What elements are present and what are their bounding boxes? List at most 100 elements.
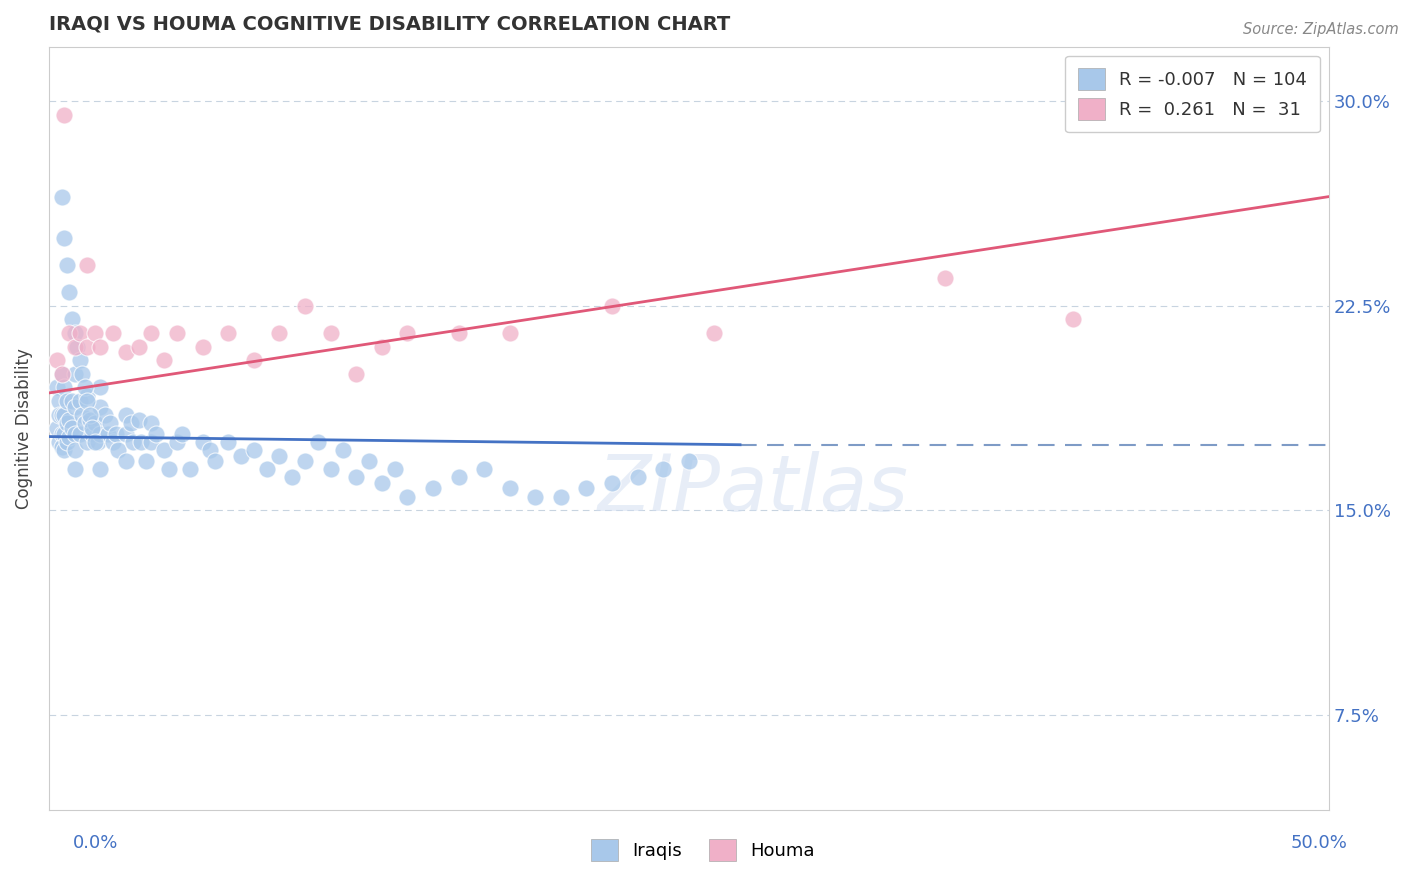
Point <box>357 454 380 468</box>
Point <box>53 230 76 244</box>
Point <box>51 408 73 422</box>
Point <box>332 443 354 458</box>
Point <box>63 367 86 381</box>
Point <box>157 462 180 476</box>
Point <box>56 435 79 450</box>
Point <box>550 490 572 504</box>
Point <box>153 443 176 458</box>
Point <box>82 426 104 441</box>
Point <box>294 299 316 313</box>
Point <box>89 340 111 354</box>
Point <box>575 481 598 495</box>
Point <box>129 435 152 450</box>
Point <box>79 413 101 427</box>
Point <box>128 340 150 354</box>
Point <box>107 443 129 458</box>
Point <box>217 326 239 340</box>
Point <box>66 340 89 354</box>
Point <box>70 367 93 381</box>
Point <box>97 426 120 441</box>
Point <box>422 481 444 495</box>
Point <box>600 475 623 490</box>
Point <box>101 326 124 340</box>
Point <box>51 367 73 381</box>
Point <box>53 426 76 441</box>
Point <box>370 340 392 354</box>
Point <box>101 435 124 450</box>
Legend: Iraqis, Houma: Iraqis, Houma <box>582 830 824 870</box>
Point <box>934 271 956 285</box>
Point <box>319 326 342 340</box>
Point <box>63 326 86 340</box>
Point <box>472 462 495 476</box>
Text: 0.0%: 0.0% <box>73 834 118 852</box>
Point <box>100 416 122 430</box>
Y-axis label: Cognitive Disability: Cognitive Disability <box>15 348 32 508</box>
Point <box>76 435 98 450</box>
Point <box>114 408 136 422</box>
Point <box>204 454 226 468</box>
Point <box>120 416 142 430</box>
Point <box>58 413 80 427</box>
Point <box>86 435 108 450</box>
Point <box>53 443 76 458</box>
Point <box>242 443 264 458</box>
Point <box>48 394 70 409</box>
Point <box>82 421 104 435</box>
Point <box>60 394 83 409</box>
Point <box>104 426 127 441</box>
Point <box>60 312 83 326</box>
Point <box>76 258 98 272</box>
Point <box>678 454 700 468</box>
Point <box>76 389 98 403</box>
Point <box>53 408 76 422</box>
Point <box>51 367 73 381</box>
Point <box>191 435 214 450</box>
Point <box>200 443 222 458</box>
Point <box>166 326 188 340</box>
Point <box>53 380 76 394</box>
Point <box>89 462 111 476</box>
Point <box>153 353 176 368</box>
Point <box>58 326 80 340</box>
Point <box>89 400 111 414</box>
Point <box>447 326 470 340</box>
Point <box>73 380 96 394</box>
Point <box>45 421 67 435</box>
Point <box>63 426 86 441</box>
Point <box>191 340 214 354</box>
Point <box>89 380 111 394</box>
Point <box>166 435 188 450</box>
Legend: R = -0.007   N = 104, R =  0.261   N =  31: R = -0.007 N = 104, R = 0.261 N = 31 <box>1066 55 1320 132</box>
Point <box>499 481 522 495</box>
Point <box>344 367 367 381</box>
Point <box>56 394 79 409</box>
Point <box>94 408 117 422</box>
Point <box>114 345 136 359</box>
Point <box>58 429 80 443</box>
Point <box>242 353 264 368</box>
Point <box>370 475 392 490</box>
Point <box>45 380 67 394</box>
Point <box>51 441 73 455</box>
Point <box>114 426 136 441</box>
Point <box>170 426 193 441</box>
Text: 50.0%: 50.0% <box>1291 834 1347 852</box>
Point <box>69 426 91 441</box>
Point <box>53 108 76 122</box>
Point <box>396 490 419 504</box>
Point <box>703 326 725 340</box>
Point <box>141 326 163 340</box>
Point <box>89 426 111 441</box>
Point <box>256 462 278 476</box>
Point <box>600 299 623 313</box>
Point <box>652 462 675 476</box>
Point <box>524 490 547 504</box>
Point <box>69 394 91 409</box>
Point <box>48 408 70 422</box>
Point <box>84 435 107 450</box>
Point <box>384 462 406 476</box>
Point <box>499 326 522 340</box>
Point <box>51 189 73 203</box>
Point <box>141 416 163 430</box>
